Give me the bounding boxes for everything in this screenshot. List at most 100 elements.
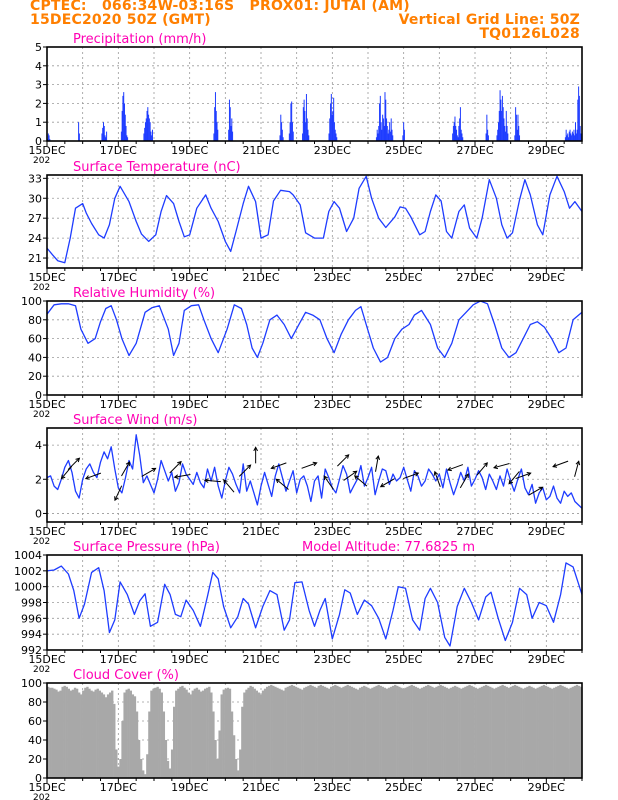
- precip-bar: [126, 135, 128, 141]
- y-tick-label: 40: [28, 351, 42, 364]
- cloud-bar: [358, 687, 362, 778]
- cloud-bar: [437, 685, 440, 778]
- cloud-bar: [453, 685, 457, 778]
- x-tick-label: 17DEC: [100, 781, 137, 794]
- cloud-bar: [321, 685, 325, 778]
- precip-bar: [568, 137, 570, 141]
- precip-bar: [101, 133, 103, 141]
- precip-bar: [487, 129, 489, 141]
- x-year-label: 202: [33, 537, 50, 547]
- cloud-bar: [484, 684, 488, 778]
- cloud-bar: [515, 685, 519, 778]
- cloud-bar: [422, 686, 426, 778]
- cloud-bar: [385, 688, 389, 778]
- precip-bar: [333, 97, 335, 141]
- precip-bar: [144, 122, 146, 141]
- y-tick-label: 20: [28, 370, 42, 383]
- precip-bar: [305, 122, 307, 141]
- precip-bar: [567, 133, 569, 141]
- wind-vector-arrow: [574, 460, 581, 477]
- cloud-bar: [334, 684, 337, 778]
- cloud-bar: [218, 730, 221, 778]
- cloud-bar: [398, 686, 401, 778]
- cloud-bar: [557, 685, 560, 778]
- cloud-bar: [325, 687, 329, 778]
- precip-bar: [123, 103, 125, 141]
- panel-title: Relative Humidity (%): [73, 286, 215, 301]
- cloud-bar: [288, 685, 292, 778]
- plot-precip: [47, 86, 582, 141]
- precip-bar: [328, 133, 330, 141]
- cloud-bar: [199, 691, 203, 778]
- precip-bar: [383, 125, 385, 141]
- precip-bar: [501, 95, 503, 141]
- precip-bar: [336, 137, 338, 141]
- precip-bar: [124, 114, 126, 141]
- x-tick-label: 21DEC: [242, 144, 279, 157]
- precip-bar: [228, 129, 230, 141]
- y-tick-label: 0: [35, 135, 42, 148]
- cloud-bar: [214, 740, 217, 778]
- precip-bar: [386, 118, 388, 141]
- precip-bar: [462, 137, 464, 141]
- cloud-bar: [565, 687, 568, 778]
- precip-bar: [48, 135, 50, 141]
- cloud-bar: [94, 689, 97, 778]
- precip-bar: [389, 122, 391, 141]
- cloud-bar: [559, 684, 562, 778]
- precip-bar: [103, 125, 105, 141]
- precip-bar: [376, 129, 378, 141]
- x-tick-label: 21DEC: [242, 525, 279, 538]
- precip-bar: [380, 122, 382, 141]
- cloud-bar: [449, 687, 453, 778]
- precip-bar: [403, 122, 405, 141]
- cloud-bar: [131, 694, 135, 778]
- cloud-bar: [125, 689, 128, 778]
- cloud-bar: [367, 687, 370, 778]
- cloud-bar: [292, 685, 296, 778]
- cloud-bar: [299, 688, 302, 778]
- cloud-bar: [53, 688, 56, 778]
- cloud-bar: [427, 684, 430, 778]
- precip-bar: [382, 118, 384, 141]
- cloud-bar: [429, 685, 432, 778]
- cloud-bar: [175, 690, 178, 778]
- precip-bar: [78, 122, 80, 141]
- cloud-bar: [435, 686, 438, 778]
- wind-vector-arrow: [353, 475, 368, 487]
- precip-bar: [106, 131, 108, 141]
- y-tick-label: 1000: [14, 581, 42, 594]
- x-tick-label: 25DEC: [385, 653, 422, 666]
- x-tick-label: 29DEC: [528, 398, 565, 411]
- x-tick-label: 23DEC: [314, 271, 351, 284]
- x-tick-label: 25DEC: [385, 781, 422, 794]
- precip-bar: [150, 131, 152, 141]
- cloud-bar: [561, 685, 564, 778]
- cloud-bar: [259, 694, 263, 778]
- cloud-bar: [391, 685, 395, 778]
- wind-vector-arrow: [114, 485, 123, 502]
- precip-bar: [290, 103, 292, 141]
- cloud-bar: [546, 686, 550, 778]
- cloud-bar: [181, 685, 184, 778]
- y-tick-label: 3: [35, 79, 42, 92]
- cloud-bar: [208, 686, 211, 778]
- cloud-bar: [342, 686, 345, 778]
- precip-bar: [403, 129, 405, 141]
- precip-bar: [386, 125, 388, 141]
- precip-bar: [127, 137, 129, 141]
- cloud-bar: [67, 688, 71, 778]
- precip-bar: [331, 114, 333, 141]
- cloud-bar: [451, 686, 455, 778]
- wind-vector-arrow: [508, 471, 520, 485]
- cloud-bar: [455, 686, 459, 778]
- precip-bar: [49, 139, 51, 141]
- cloud-bar: [191, 690, 194, 778]
- precip-bar: [516, 129, 518, 141]
- precip-bar: [151, 135, 153, 141]
- cloud-bar: [567, 688, 570, 778]
- panel-precip: 0 1 2 3 4 5 15DEC 17DEC 19DEC 21DEC 23DEC 25DEC 27DE…: [28, 32, 583, 166]
- cloud-bar: [129, 690, 132, 778]
- panel-rh: 0 20 40 60 80 100 15DEC 17DEC 19DEC 21DEC 23DEC 25D…: [21, 286, 583, 420]
- x-tick-label: 17DEC: [100, 653, 137, 666]
